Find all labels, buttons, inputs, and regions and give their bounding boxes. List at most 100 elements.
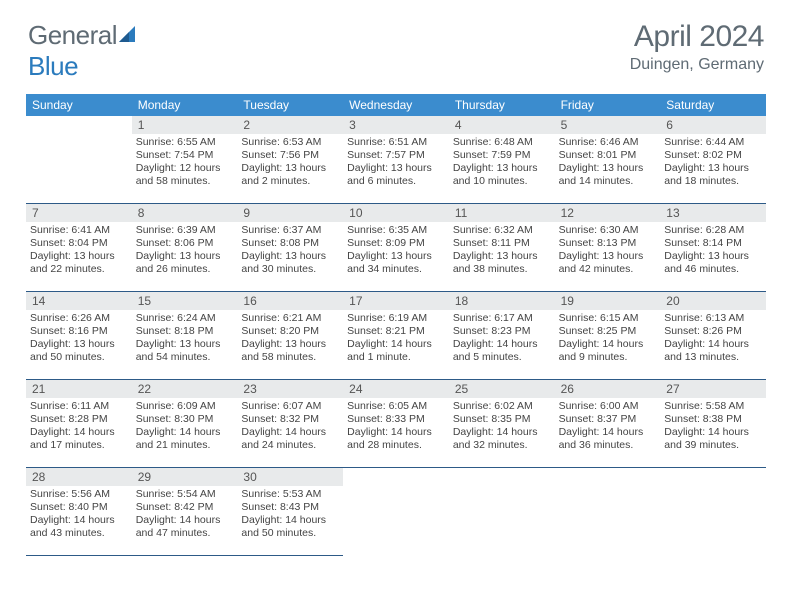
- day-line-d1: Daylight: 14 hours: [453, 338, 551, 351]
- day-details: Sunrise: 6:48 AMSunset: 7:59 PMDaylight:…: [449, 134, 555, 193]
- day-number: [555, 468, 661, 486]
- day-line-d1: Daylight: 14 hours: [559, 426, 657, 439]
- day-line-sr: Sunrise: 6:41 AM: [30, 224, 128, 237]
- day-number: 6: [660, 116, 766, 134]
- day-line-sr: Sunrise: 6:44 AM: [664, 136, 762, 149]
- day-line-sr: Sunrise: 6:02 AM: [453, 400, 551, 413]
- header: GeneralBlue April 2024 Duingen, Germany: [0, 0, 792, 90]
- calendar-cell: 6Sunrise: 6:44 AMSunset: 8:02 PMDaylight…: [660, 116, 766, 204]
- day-line-d2: and 26 minutes.: [136, 263, 234, 276]
- calendar-cell: 22Sunrise: 6:09 AMSunset: 8:30 PMDayligh…: [132, 380, 238, 468]
- calendar-cell: 28Sunrise: 5:56 AMSunset: 8:40 PMDayligh…: [26, 468, 132, 556]
- day-number: 5: [555, 116, 661, 134]
- brand-logo: GeneralBlue: [28, 20, 139, 82]
- day-line-d1: Daylight: 14 hours: [241, 426, 339, 439]
- day-details: Sunrise: 6:02 AMSunset: 8:35 PMDaylight:…: [449, 398, 555, 457]
- day-line-d1: Daylight: 14 hours: [664, 338, 762, 351]
- day-details: Sunrise: 6:51 AMSunset: 7:57 PMDaylight:…: [343, 134, 449, 193]
- day-details: Sunrise: 5:53 AMSunset: 8:43 PMDaylight:…: [237, 486, 343, 545]
- day-line-d2: and 34 minutes.: [347, 263, 445, 276]
- day-line-ss: Sunset: 7:57 PM: [347, 149, 445, 162]
- day-header-thu: Thursday: [449, 94, 555, 116]
- calendar-cell: 18Sunrise: 6:17 AMSunset: 8:23 PMDayligh…: [449, 292, 555, 380]
- day-line-d1: Daylight: 13 hours: [347, 162, 445, 175]
- day-number: 15: [132, 292, 238, 310]
- day-line-d2: and 18 minutes.: [664, 175, 762, 188]
- day-line-sr: Sunrise: 5:54 AM: [136, 488, 234, 501]
- day-number: 16: [237, 292, 343, 310]
- day-line-d1: Daylight: 13 hours: [241, 338, 339, 351]
- calendar-cell: 27Sunrise: 5:58 AMSunset: 8:38 PMDayligh…: [660, 380, 766, 468]
- brand-text: GeneralBlue: [28, 20, 139, 82]
- calendar-cell: 10Sunrise: 6:35 AMSunset: 8:09 PMDayligh…: [343, 204, 449, 292]
- day-line-sr: Sunrise: 6:00 AM: [559, 400, 657, 413]
- calendar-cell: 21Sunrise: 6:11 AMSunset: 8:28 PMDayligh…: [26, 380, 132, 468]
- day-line-d2: and 30 minutes.: [241, 263, 339, 276]
- day-line-d2: and 13 minutes.: [664, 351, 762, 364]
- day-line-ss: Sunset: 7:59 PM: [453, 149, 551, 162]
- day-line-ss: Sunset: 7:56 PM: [241, 149, 339, 162]
- day-line-ss: Sunset: 8:38 PM: [664, 413, 762, 426]
- sail-icon: [117, 20, 139, 51]
- day-line-d2: and 50 minutes.: [241, 527, 339, 540]
- day-line-sr: Sunrise: 5:56 AM: [30, 488, 128, 501]
- calendar-cell: 16 Sunrise: 6:21 AMSunset: 8:20 PMDayligh…: [237, 292, 343, 380]
- day-line-d2: and 17 minutes.: [30, 439, 128, 452]
- day-header-mon: Monday: [132, 94, 238, 116]
- day-line-d2: and 47 minutes.: [136, 527, 234, 540]
- calendar-grid: 1Sunrise: 6:55 AMSunset: 7:54 PMDaylight…: [26, 116, 766, 556]
- day-line-sr: Sunrise: 6:26 AM: [30, 312, 128, 325]
- day-line-d2: and 39 minutes.: [664, 439, 762, 452]
- calendar-cell: [26, 116, 132, 204]
- day-details: Sunrise: 6:41 AMSunset: 8:04 PMDaylight:…: [26, 222, 132, 281]
- day-line-ss: Sunset: 8:42 PM: [136, 501, 234, 514]
- day-line-ss: Sunset: 8:01 PM: [559, 149, 657, 162]
- day-line-d2: and 6 minutes.: [347, 175, 445, 188]
- calendar: Sunday Monday Tuesday Wednesday Thursday…: [26, 94, 766, 556]
- calendar-cell: 2Sunrise: 6:53 AMSunset: 7:56 PMDaylight…: [237, 116, 343, 204]
- day-header-tue: Tuesday: [237, 94, 343, 116]
- day-line-d2: and 22 minutes.: [30, 263, 128, 276]
- calendar-cell: 9Sunrise: 6:37 AMSunset: 8:08 PMDaylight…: [237, 204, 343, 292]
- day-details: Sunrise: 6:30 AMSunset: 8:13 PMDaylight:…: [555, 222, 661, 281]
- calendar-cell: 17Sunrise: 6:19 AMSunset: 8:21 PMDayligh…: [343, 292, 449, 380]
- day-line-ss: Sunset: 8:20 PM: [241, 325, 339, 338]
- day-number: 26: [555, 380, 661, 398]
- day-number: 22: [132, 380, 238, 398]
- calendar-cell: 26 Sunrise: 6:00 AMSunset: 8:37 PMDayligh…: [555, 380, 661, 468]
- day-line-ss: Sunset: 8:28 PM: [30, 413, 128, 426]
- day-line-ss: Sunset: 8:37 PM: [559, 413, 657, 426]
- month-title: April 2024: [630, 20, 764, 54]
- day-number: [343, 468, 449, 486]
- day-details: Sunrise: 6:05 AMSunset: 8:33 PMDaylight:…: [343, 398, 449, 457]
- day-line-sr: Sunrise: 6:24 AM: [136, 312, 234, 325]
- day-line-sr: Sunrise: 6:21 AM: [241, 312, 339, 325]
- day-number: 18: [449, 292, 555, 310]
- day-details: Sunrise: 6:46 AMSunset: 8:01 PMDaylight:…: [555, 134, 661, 193]
- day-line-ss: Sunset: 8:18 PM: [136, 325, 234, 338]
- day-line-d1: Daylight: 13 hours: [664, 162, 762, 175]
- day-number: 11: [449, 204, 555, 222]
- day-details: Sunrise: 6:17 AMSunset: 8:23 PMDaylight:…: [449, 310, 555, 369]
- calendar-cell: [660, 468, 766, 556]
- day-number: 14: [26, 292, 132, 310]
- day-line-sr: Sunrise: 6:13 AM: [664, 312, 762, 325]
- day-line-sr: Sunrise: 6:37 AM: [241, 224, 339, 237]
- day-details: Sunrise: 6:28 AMSunset: 8:14 PMDaylight:…: [660, 222, 766, 281]
- calendar-week: 14Sunrise: 6:26 AMSunset: 8:16 PMDayligh…: [26, 292, 766, 380]
- day-line-d1: Daylight: 14 hours: [136, 514, 234, 527]
- day-number: [660, 468, 766, 486]
- title-block: April 2024 Duingen, Germany: [630, 20, 764, 74]
- day-line-ss: Sunset: 8:43 PM: [241, 501, 339, 514]
- day-details: Sunrise: 6:13 AMSunset: 8:26 PMDaylight:…: [660, 310, 766, 369]
- day-line-d1: Daylight: 14 hours: [347, 338, 445, 351]
- day-header-fri: Friday: [555, 94, 661, 116]
- day-details: Sunrise: 5:58 AMSunset: 8:38 PMDaylight:…: [660, 398, 766, 457]
- calendar-cell: 19Sunrise: 6:15 AMSunset: 8:25 PMDayligh…: [555, 292, 661, 380]
- day-header-row: Sunday Monday Tuesday Wednesday Thursday…: [26, 94, 766, 116]
- day-line-d2: and 42 minutes.: [559, 263, 657, 276]
- day-number: [449, 468, 555, 486]
- day-number: 29: [132, 468, 238, 486]
- day-details: Sunrise: 6:35 AMSunset: 8:09 PMDaylight:…: [343, 222, 449, 281]
- day-line-d1: Daylight: 14 hours: [347, 426, 445, 439]
